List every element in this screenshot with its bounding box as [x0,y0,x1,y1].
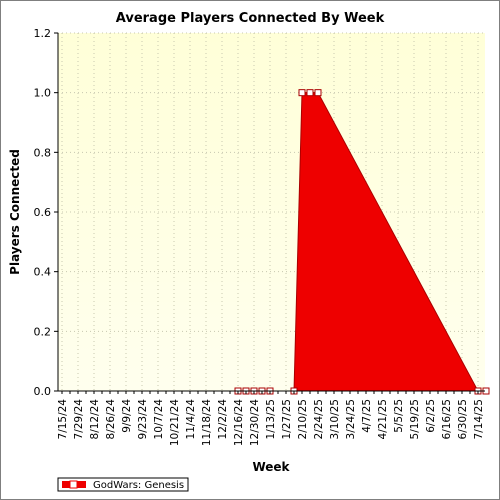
y-axis-ticks: 0.0 0.2 0.4 0.6 0.8 1.0 1.2 [34,27,58,398]
x-tick-label: 1/13/25 [265,399,277,439]
x-tick-label: 11/18/24 [201,399,213,446]
x-tick-label: 7/15/24 [57,399,69,440]
x-tick-label: 6/2/25 [425,399,437,433]
x-tick-label: 5/5/25 [393,399,405,433]
x-tick-label: 4/21/25 [377,399,389,439]
y-axis-title: Players Connected [8,149,22,275]
x-tick-label: 10/7/24 [153,399,165,440]
x-tick-label: 6/30/25 [457,399,469,439]
y-tick-label: 0.2 [34,325,52,338]
x-tick-label: 2/24/25 [313,399,325,439]
x-tick-label: 2/10/25 [297,399,309,439]
chart-title: Average Players Connected By Week [116,11,385,26]
legend-box [57,477,189,492]
x-tick-label: 10/21/24 [169,399,181,446]
legend-marker [69,480,78,489]
x-axis-title: Week [252,460,290,474]
y-tick-label: 0.4 [34,266,52,279]
x-tick-label: 7/29/24 [73,399,85,440]
x-tick-label: 1/27/25 [281,399,293,439]
data-point [298,89,306,97]
x-tick-label: 5/19/25 [409,399,421,439]
x-tick-label: 8/26/24 [105,399,117,440]
x-tick-label: 6/16/25 [441,399,453,439]
y-tick-label: 0.6 [34,206,52,219]
x-tick-label: 12/30/24 [249,399,261,446]
y-tick-label: 1.0 [34,87,52,100]
x-tick-label: 3/24/25 [345,399,357,439]
x-tick-label: 4/7/25 [361,399,373,433]
x-tick-label: 3/10/25 [329,399,341,439]
x-tick-label: 12/2/24 [217,399,229,440]
x-tick-label: 9/23/24 [137,399,149,440]
data-point [314,89,322,97]
y-tick-label: 0.8 [34,146,52,159]
x-tick-label: 7/14/25 [473,399,485,439]
x-tick-label: 8/12/24 [89,399,101,440]
legend-label: GodWars: Genesis [93,480,184,491]
x-tick-label: 12/16/24 [233,399,245,446]
x-tick-label: 9/9/24 [121,399,133,433]
data-point [306,89,314,97]
x-tick-label: 11/4/24 [185,399,197,440]
y-tick-label: 1.2 [34,27,52,40]
x-axis-ticks: 7/15/24 7/29/24 8/12/24 8/26/24 9/9/24 9/23/2… [57,391,485,446]
legend: GodWars: Genesis [57,477,189,492]
y-tick-label: 0.0 [34,385,52,398]
